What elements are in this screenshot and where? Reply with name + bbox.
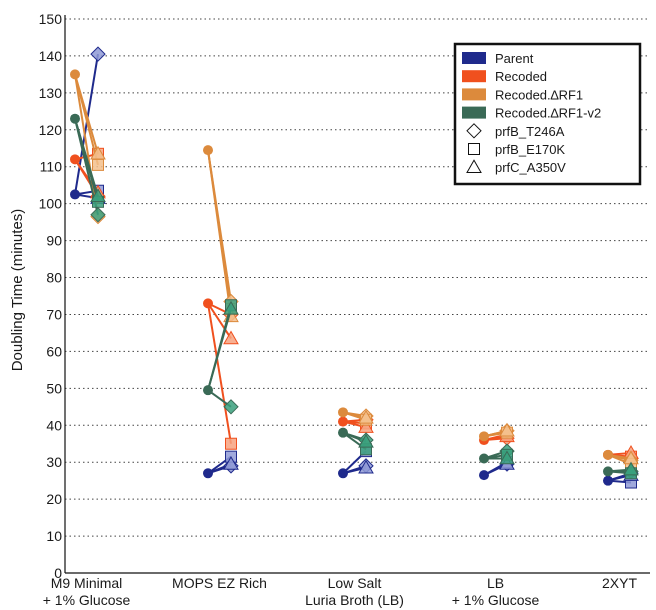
base-point — [479, 453, 489, 464]
legend-marker-label: prfB_T246A — [495, 124, 565, 139]
legend: Parent Recoded Recoded.∆RF1 Recoded.∆RF1-v2… — [453, 42, 642, 186]
base-point — [203, 385, 213, 396]
y-tick-label: 110 — [40, 159, 63, 175]
legend-swatch — [462, 70, 486, 83]
base-point — [70, 154, 80, 165]
series-1 — [70, 147, 639, 467]
x-tick-label: MOPS EZ Rich — [172, 575, 267, 591]
base-point — [603, 449, 613, 460]
triangle-marker — [90, 145, 106, 160]
square-marker — [92, 158, 104, 171]
y-tick-label: 90 — [46, 233, 62, 249]
diamond-marker — [466, 123, 482, 139]
base-point — [70, 189, 80, 200]
base-point — [70, 69, 80, 80]
y-tick-label: 120 — [39, 122, 63, 138]
y-tick-label: 10 — [46, 528, 62, 544]
square-marker — [468, 143, 480, 155]
triangle-marker — [90, 188, 106, 203]
y-tick-labels: 0 10 20 30 40 50 60 70 80 90 100 110 120 130 140 150 — [39, 11, 63, 581]
series-line — [74, 53, 99, 195]
base-point — [603, 466, 613, 477]
legend-marker-label: prfC_A350V — [495, 160, 566, 175]
series-line — [207, 303, 232, 444]
y-tick-label: 60 — [46, 343, 62, 359]
base-point — [479, 431, 489, 442]
y-tick-label: 100 — [39, 196, 63, 212]
y-axis-label: Doubling Time (minutes) — [9, 209, 26, 372]
series-3 — [70, 113, 639, 480]
legend-swatch — [462, 106, 486, 119]
y-tick-label: 30 — [46, 454, 62, 470]
diamond-marker — [90, 207, 106, 223]
base-point — [338, 416, 348, 427]
legend-label: Recoded.∆RF1-v2 — [495, 106, 601, 121]
series-line — [74, 118, 99, 197]
legend-label: Recoded — [495, 69, 547, 84]
y-tick-label: 70 — [46, 306, 62, 322]
triangle-marker — [358, 433, 374, 448]
triangle-marker — [223, 300, 239, 315]
series-line — [207, 308, 232, 391]
diamond-marker — [90, 46, 106, 62]
base-point — [338, 468, 348, 479]
legend-swatch — [462, 88, 486, 101]
plot-area — [70, 46, 639, 489]
axes — [64, 15, 650, 574]
y-tick-label: 80 — [46, 270, 62, 286]
base-point — [603, 475, 613, 486]
triangle-marker — [223, 330, 239, 345]
triangle-marker — [358, 459, 374, 474]
diamond-marker — [223, 399, 239, 415]
series-line — [207, 149, 232, 317]
series-line — [74, 74, 99, 155]
series-line — [207, 302, 232, 340]
x-tick-label: LB — [487, 575, 504, 591]
triangle-marker — [623, 461, 639, 476]
square-marker — [225, 437, 237, 450]
x-tick-label-line2: Luria Broth (LB) — [305, 592, 404, 608]
legend-label: Recoded.∆RF1 — [495, 87, 583, 102]
y-tick-label: 130 — [39, 85, 63, 101]
base-point — [338, 427, 348, 438]
y-tick-label: 150 — [39, 11, 63, 27]
legend-swatch — [462, 52, 486, 64]
x-tick-label-line2: + 1% Glucose — [43, 592, 131, 608]
x-tick-label-line2: + 1% Glucose — [452, 592, 540, 608]
legend-label: Parent — [495, 51, 534, 66]
triangle-marker — [223, 456, 239, 470]
triangle-marker — [466, 159, 482, 173]
triangle-marker — [358, 409, 374, 424]
base-point — [203, 145, 213, 156]
x-tick-label: Low Salt — [328, 575, 382, 591]
triangle-marker — [499, 450, 515, 465]
x-tick-label: 2XYT — [602, 575, 637, 591]
base-point — [203, 468, 213, 479]
y-tick-label: 50 — [46, 380, 62, 396]
legend-marker-label: prfB_E170K — [495, 142, 565, 157]
x-tick-label: M9 Minimal — [51, 575, 123, 591]
y-tick-label: 20 — [46, 491, 62, 507]
y-tick-label: 140 — [39, 48, 63, 64]
y-tick-label: 0 — [54, 565, 62, 581]
base-point — [479, 470, 489, 481]
base-point — [70, 113, 80, 124]
base-point — [338, 407, 348, 418]
base-point — [203, 298, 213, 309]
series-line — [74, 74, 99, 217]
triangle-marker — [499, 422, 515, 437]
y-tick-label: 40 — [46, 417, 62, 433]
series-0 — [70, 46, 639, 489]
